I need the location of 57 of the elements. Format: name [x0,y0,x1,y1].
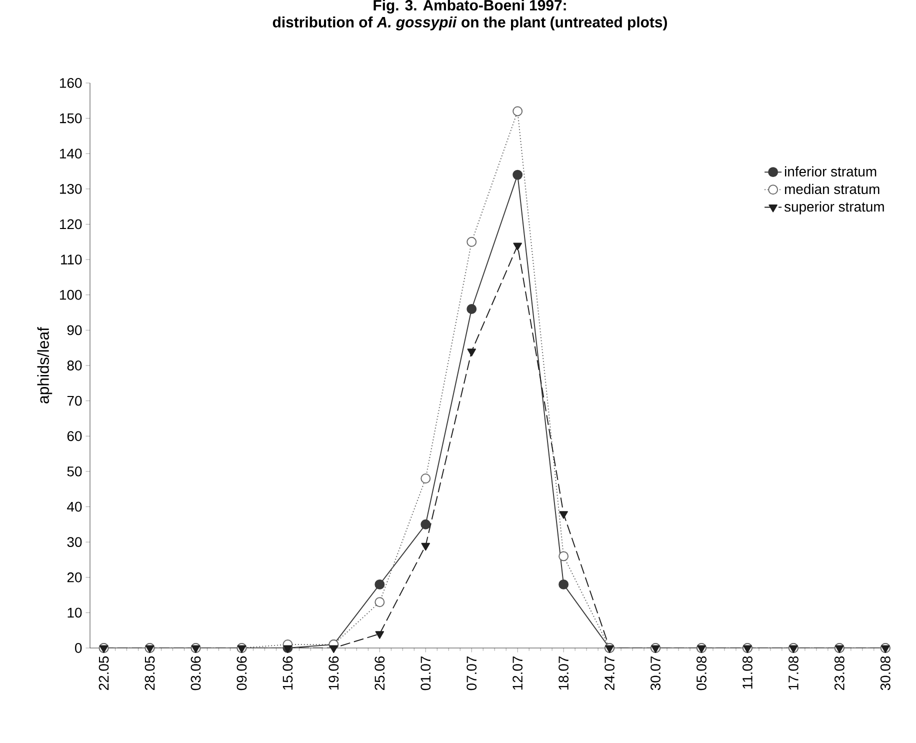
x-tick-label: 18.07 [558,656,569,690]
point [374,597,385,608]
chart-subtitle: distribution of A. gossypii on the plant (untreated plots) [272,16,667,30]
point [466,304,477,314]
point [420,474,431,484]
y-tick-label: 110 [61,254,82,264]
y-tick-label: 100 [60,290,82,300]
y-tick-label: 50 [67,466,82,476]
point [421,542,430,551]
point [374,579,385,590]
point [558,551,569,562]
point [420,519,431,530]
x-tick-label: 09.06 [236,656,247,690]
legend-label: median stratum [784,184,880,194]
x-tick-label: 23.08 [834,656,844,690]
point [467,348,476,356]
y-tick-label: 70 [67,396,82,406]
x-tick-label: 30.07 [650,656,660,690]
x-tick-label: 15.06 [282,656,293,690]
y-tick-label: 10 [68,608,82,618]
y-tick-label: 120 [60,219,82,230]
y-tick-label: 60 [67,431,82,442]
y-tick-label: 90 [67,325,82,336]
point [466,236,477,247]
x-tick-label: 30.08 [880,656,890,690]
point [559,511,568,519]
legend-label: inferior stratum [785,166,876,177]
point [513,242,522,250]
y-tick-label: 130 [60,184,82,194]
y-axis-title: aphids/leaf [37,326,52,404]
y-tick-label: 20 [67,572,82,582]
y-tick-label: 140 [60,148,82,159]
x-tick-label: 22.05 [98,656,109,690]
point [512,106,523,116]
y-tick-label: 150 [60,113,82,124]
x-tick-label: 28.05 [144,656,155,690]
x-tick-label: 12.07 [512,656,523,690]
x-tick-label: 24.07 [604,656,614,690]
x-tick-label: 03.06 [190,656,201,690]
x-tick-label: 17.08 [788,656,798,690]
point [375,631,384,639]
y-tick-label: 30 [67,537,82,548]
y-tick-label: 80 [67,360,82,370]
point [329,645,338,653]
x-tick-label: 11.08 [742,656,752,689]
x-tick-label: 05.08 [696,656,706,690]
x-tick-label: 25.06 [374,656,385,690]
y-tick-label: 0 [75,643,82,653]
x-tick-label: 07.07 [466,656,477,690]
y-tick-label: 160 [60,78,82,88]
x-tick-label: 19.06 [328,656,339,690]
legend-label: superior stratum [784,201,884,214]
point [512,170,523,180]
x-tick-label: 01.07 [420,656,431,690]
chart-title: Fig. 3. Ambato-Boeni 1997: [374,0,566,14]
y-tick-label: 40 [67,502,82,512]
point [558,579,569,590]
